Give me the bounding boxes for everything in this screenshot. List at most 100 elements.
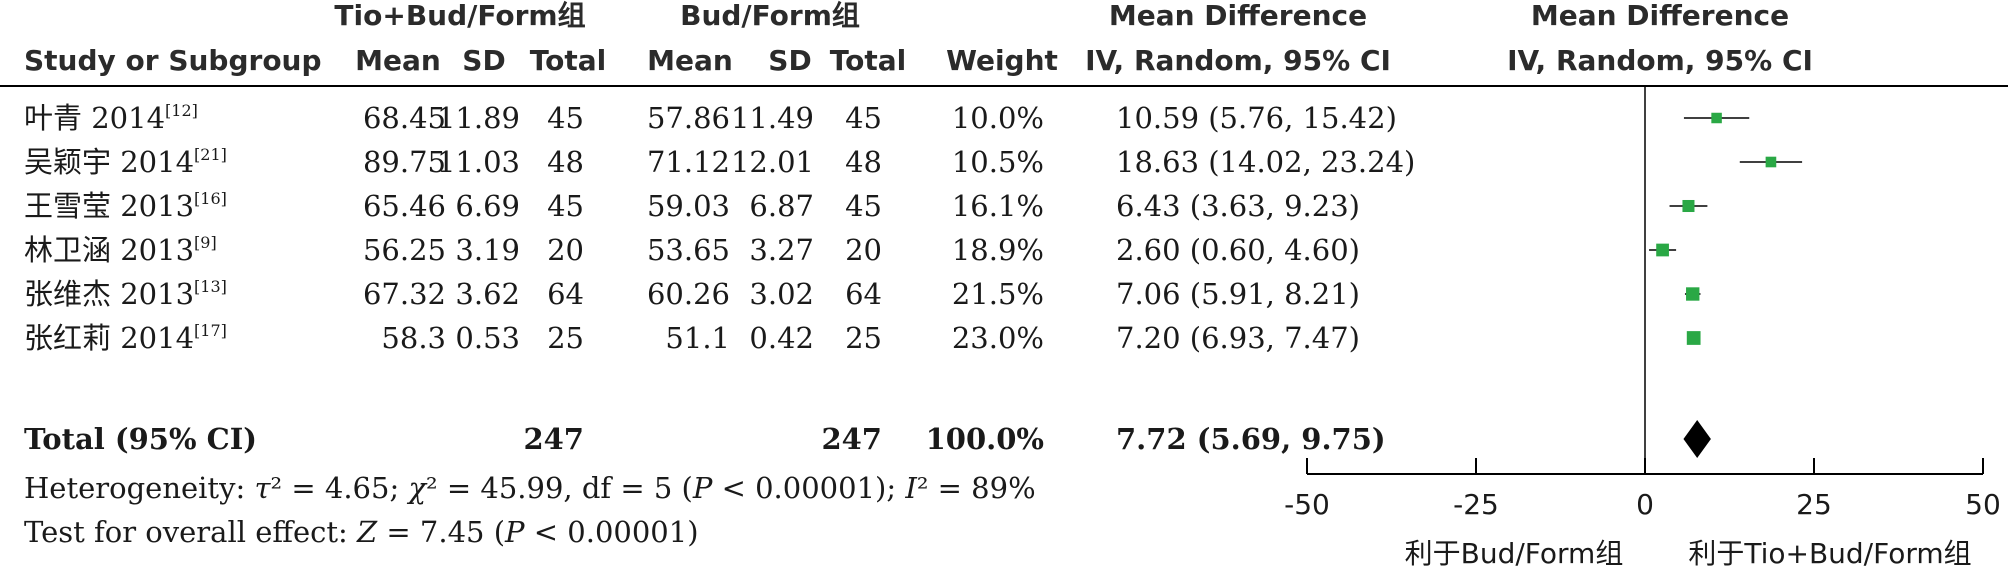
header-total1: Total bbox=[530, 44, 607, 77]
cell-n2: 25 bbox=[845, 321, 882, 355]
cell-ci-text: 10.59 (5.76, 15.42) bbox=[1116, 101, 1397, 135]
cell-ci-text: 7.20 (6.93, 7.47) bbox=[1116, 321, 1360, 355]
study-ref: [17] bbox=[194, 321, 227, 340]
cell-sd2: 3.02 bbox=[749, 277, 814, 311]
cell-n2: 45 bbox=[845, 189, 882, 223]
tick-label: -50 bbox=[1284, 488, 1330, 521]
study-markers bbox=[1649, 112, 1803, 345]
cell-weight: 16.1% bbox=[952, 189, 1044, 223]
cell-mean1: 56.25 bbox=[363, 233, 446, 267]
cell-sd2: 6.87 bbox=[749, 189, 814, 223]
cell-mean2: 59.03 bbox=[647, 189, 730, 223]
cell-weight: 10.5% bbox=[952, 145, 1044, 179]
study-name: 张红莉 2014[17] bbox=[24, 321, 227, 355]
study-name: 吴颖宇 2014[21] bbox=[24, 145, 227, 179]
study-square bbox=[1656, 243, 1669, 257]
cell-sd1: 3.19 bbox=[455, 233, 520, 267]
cell-mean1: 58.3 bbox=[381, 321, 446, 355]
total-row: Total (95% CI) 247 247 100.0% 7.72 (5.69… bbox=[24, 422, 1386, 456]
table-row: 张红莉 2014[17] 58.3 0.53 25 51.1 0.42 25 23.0% 7.2… bbox=[24, 321, 1360, 355]
study-square bbox=[1686, 287, 1700, 301]
header-plot-top: Mean Difference bbox=[1531, 0, 1789, 32]
cell-weight: 10.0% bbox=[952, 101, 1044, 135]
header-mean1: Mean bbox=[355, 44, 441, 77]
cell-mean1: 65.46 bbox=[363, 189, 446, 223]
header-plot-sub: IV, Random, 95% CI bbox=[1507, 44, 1813, 77]
total-label: Total (95% CI) bbox=[24, 422, 257, 456]
study-square bbox=[1711, 112, 1722, 124]
header-weight: Weight bbox=[946, 44, 1058, 77]
cell-ci-text: 2.60 (0.60, 4.60) bbox=[1116, 233, 1360, 267]
cell-mean2: 51.1 bbox=[665, 321, 730, 355]
cell-n1: 64 bbox=[547, 277, 584, 311]
cell-n2: 64 bbox=[845, 277, 882, 311]
cell-sd2: 11.49 bbox=[731, 101, 814, 135]
header-group1: Tio+Bud/Form组 bbox=[334, 0, 585, 32]
cell-n2: 48 bbox=[845, 145, 882, 179]
cell-n1: 45 bbox=[547, 101, 584, 135]
plot-area: -50 -25 0 25 50 bbox=[1284, 86, 2001, 521]
cell-sd1: 0.53 bbox=[455, 321, 520, 355]
favours-right: 利于Tio+Bud/Form组 bbox=[1688, 537, 1971, 569]
cell-weight: 21.5% bbox=[952, 277, 1044, 311]
cell-ci-text: 7.06 (5.91, 8.21) bbox=[1116, 277, 1360, 311]
study-square bbox=[1682, 199, 1695, 213]
total-n1: 247 bbox=[523, 422, 584, 456]
cell-sd1: 3.62 bbox=[455, 277, 520, 311]
pooled-diamond bbox=[1683, 420, 1711, 458]
tick-label: -25 bbox=[1453, 488, 1499, 521]
cell-n1: 20 bbox=[547, 233, 584, 267]
table-row: 张维杰 2013[13] 67.32 3.62 64 60.26 3.02 64 21.5% 7… bbox=[24, 277, 1360, 311]
cell-sd1: 6.69 bbox=[455, 189, 520, 223]
cell-n1: 48 bbox=[547, 145, 584, 179]
tick-label: 50 bbox=[1965, 488, 2001, 521]
cell-n1: 45 bbox=[547, 189, 584, 223]
cell-sd1: 11.03 bbox=[437, 145, 520, 179]
cell-mean1: 68.45 bbox=[363, 101, 446, 135]
overall-effect-text: Test for overall effect: Z = 7.45 (P < 0… bbox=[24, 515, 699, 549]
header-total2: Total bbox=[830, 44, 907, 77]
total-weight: 100.0% bbox=[926, 422, 1044, 456]
header-group2: Bud/Form组 bbox=[680, 0, 860, 32]
cell-mean2: 57.86 bbox=[647, 101, 730, 135]
cell-mean1: 89.75 bbox=[363, 145, 446, 179]
x-axis-ticks: -50 -25 0 25 50 bbox=[1284, 458, 2001, 521]
cell-mean2: 53.65 bbox=[647, 233, 730, 267]
study-name: 张维杰 2013[13] bbox=[24, 277, 227, 311]
cell-n2: 20 bbox=[845, 233, 882, 267]
cell-n1: 25 bbox=[547, 321, 584, 355]
study-ref: [21] bbox=[194, 145, 227, 164]
cell-sd2: 0.42 bbox=[749, 321, 814, 355]
header-sd2: SD bbox=[768, 44, 811, 77]
header-study: Study or Subgroup bbox=[24, 44, 322, 77]
table-row: 王雪莹 2013[16] 65.46 6.69 45 59.03 6.87 45 16.1% 6… bbox=[24, 189, 1360, 223]
cell-sd2: 3.27 bbox=[749, 233, 814, 267]
cell-sd1: 11.89 bbox=[437, 101, 520, 135]
study-name: 王雪莹 2013[16] bbox=[24, 189, 227, 223]
study-square bbox=[1765, 156, 1777, 168]
study-ref: [9] bbox=[194, 233, 217, 252]
study-name: 叶青 2014[12] bbox=[24, 101, 198, 135]
total-n2: 247 bbox=[821, 422, 882, 456]
favours-left: 利于Bud/Form组 bbox=[1405, 537, 1624, 569]
cell-weight: 23.0% bbox=[952, 321, 1044, 355]
study-ref: [16] bbox=[194, 189, 227, 208]
cell-sd2: 12.01 bbox=[731, 145, 814, 179]
header-sd1: SD bbox=[462, 44, 505, 77]
cell-mean2: 71.12 bbox=[647, 145, 730, 179]
study-ref: [13] bbox=[194, 277, 227, 296]
tick-label: 0 bbox=[1636, 488, 1654, 521]
cell-weight: 18.9% bbox=[952, 233, 1044, 267]
cell-n2: 45 bbox=[845, 101, 882, 135]
total-ci: 7.72 (5.69, 9.75) bbox=[1116, 422, 1386, 456]
cell-mean1: 67.32 bbox=[363, 277, 446, 311]
cell-mean2: 60.26 bbox=[647, 277, 730, 311]
header-mean2: Mean bbox=[647, 44, 733, 77]
tick-label: 25 bbox=[1796, 488, 1832, 521]
study-ref: [12] bbox=[165, 101, 198, 120]
table-row: 林卫涵 2013[9] 56.25 3.19 20 53.65 3.27 20 18.9% 2.… bbox=[24, 233, 1360, 267]
